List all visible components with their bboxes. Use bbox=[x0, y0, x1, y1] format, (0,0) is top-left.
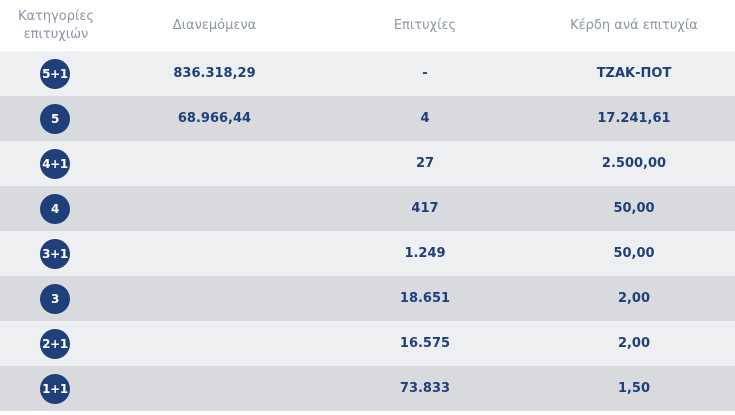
prize-cell: 2.500,00 bbox=[601, 156, 667, 171]
prize-cell: 17.241,61 bbox=[597, 111, 671, 126]
distributed-cell bbox=[112, 276, 317, 321]
category-badge: 4 bbox=[40, 194, 70, 224]
distributed-cell bbox=[112, 366, 317, 411]
category-badge: 2+1 bbox=[40, 329, 70, 359]
prize-cell: 2,00 bbox=[617, 336, 651, 351]
header-winners: Επιτυχίες bbox=[393, 17, 457, 33]
header-prize-per-winner: Κέρδη ανά επιτυχία bbox=[570, 17, 698, 33]
winners-cell: 1.249 bbox=[404, 246, 446, 261]
prize-cell: ΤΖΑΚ-ΠΟΤ bbox=[596, 66, 672, 81]
table-row: 5 68.966,44 4 17.241,61 bbox=[0, 96, 735, 141]
winners-cell: 4 bbox=[420, 111, 430, 126]
category-badge: 5 bbox=[40, 104, 70, 134]
category-badge: 1+1 bbox=[40, 374, 70, 404]
table-row: 4 417 50,00 bbox=[0, 186, 735, 231]
prize-cell: 1,50 bbox=[617, 381, 651, 396]
table-body: 5+1 836.318,29 - ΤΖΑΚ-ΠΟΤ 5 68.966,44 4 … bbox=[0, 51, 735, 411]
category-badge: 3+1 bbox=[40, 239, 70, 269]
distributed-cell bbox=[112, 186, 317, 231]
table-row: 1+1 73.833 1,50 bbox=[0, 366, 735, 411]
distributed-cell bbox=[112, 321, 317, 366]
winners-cell: 16.575 bbox=[399, 336, 451, 351]
table-row: 2+1 16.575 2,00 bbox=[0, 321, 735, 366]
category-badge: 3 bbox=[40, 284, 70, 314]
distributed-cell: 68.966,44 bbox=[177, 111, 252, 126]
distributed-cell: 836.318,29 bbox=[173, 66, 256, 81]
table-row: 3 18.651 2,00 bbox=[0, 276, 735, 321]
header-distributed: Διανεμόμενα bbox=[172, 17, 257, 33]
winners-cell: 18.651 bbox=[399, 291, 451, 306]
header-categories-line1: Κατηγορίες bbox=[17, 8, 95, 24]
prize-cell: 50,00 bbox=[613, 246, 655, 261]
distributed-cell bbox=[112, 231, 317, 276]
distributed-cell bbox=[112, 141, 317, 186]
category-badge: 5+1 bbox=[40, 59, 70, 89]
winners-cell: 417 bbox=[411, 201, 439, 216]
table-row: 5+1 836.318,29 - ΤΖΑΚ-ΠΟΤ bbox=[0, 51, 735, 96]
header-categories: Κατηγορίες επιτυχιών bbox=[0, 0, 112, 51]
table-row: 3+1 1.249 50,00 bbox=[0, 231, 735, 276]
prize-cell: 2,00 bbox=[617, 291, 651, 306]
winners-cell: - bbox=[422, 66, 428, 81]
table-header: Κατηγορίες επιτυχιών Διανεμόμενα Επιτυχί… bbox=[0, 0, 735, 51]
category-badge: 4+1 bbox=[40, 149, 70, 179]
winners-cell: 27 bbox=[415, 156, 435, 171]
winners-cell: 73.833 bbox=[399, 381, 451, 396]
header-categories-line2: επιτυχιών bbox=[23, 26, 89, 42]
table-row: 4+1 27 2.500,00 bbox=[0, 141, 735, 186]
prize-cell: 50,00 bbox=[613, 201, 655, 216]
